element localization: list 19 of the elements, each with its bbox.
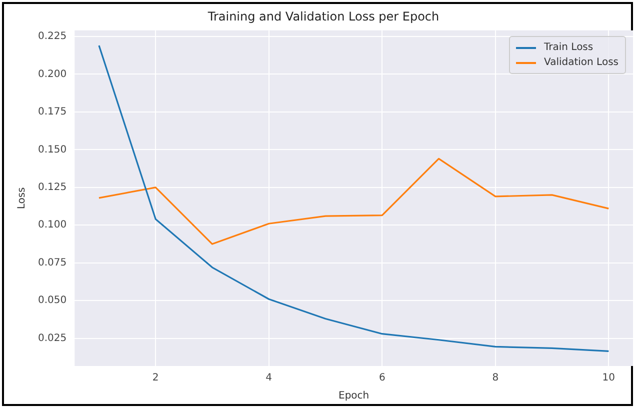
y-tick-label: 0.175 (38, 106, 67, 118)
y-tick-label: 0.150 (38, 144, 67, 156)
y-tick-label: 0.050 (38, 295, 67, 306)
x-tick-label: 10 (602, 372, 616, 384)
x-axis-title: Epoch (338, 390, 370, 402)
x-tick-label: 6 (378, 372, 386, 384)
y-tick-label: 0.200 (38, 68, 67, 80)
y-tick-label: 0.100 (38, 220, 67, 231)
x-tick-label: 2 (152, 372, 159, 384)
chart-title: Training and Validation Loss per Epoch (206, 9, 440, 24)
y-tick-label: 0.225 (38, 31, 67, 42)
legend-label: Train Loss (544, 41, 594, 55)
y-axis-title: Loss (16, 187, 28, 210)
legend-label: Validation Loss (544, 56, 618, 70)
y-tick-label: 0.125 (38, 182, 67, 193)
x-tick-label: 4 (266, 372, 272, 384)
y-tick-label: 0.025 (38, 332, 67, 344)
x-tick-label: 8 (492, 372, 499, 384)
y-tick-label: 0.075 (38, 257, 67, 268)
